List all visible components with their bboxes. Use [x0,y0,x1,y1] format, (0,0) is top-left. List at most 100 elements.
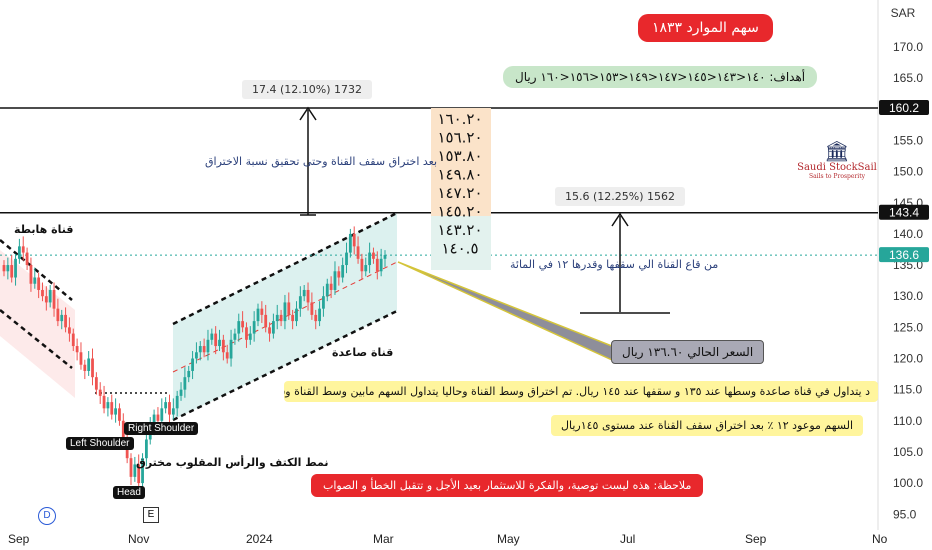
y-tick-label: 155.0 [893,133,923,147]
channel-bottom-note: من قاع القناة الي سقفها وقدرها ١٢ في الم… [510,258,719,271]
currency-label: SAR [890,6,916,20]
head-tag: Head [113,486,145,499]
candle-body [129,458,133,477]
y-tick-label: 140.0 [893,227,923,241]
target-value: ١٤٠.٥ [442,240,479,258]
logo: 🏛 Saudi StockSail Sails to Prosperity [796,140,878,180]
desc-channel-fill [0,250,75,398]
e-marker[interactable]: E [143,507,159,523]
candle-body [298,296,302,309]
ascending-channel-label: قناة صاعدة [332,346,394,359]
disclaimer-box: ملاحظة: هذه ليست توصية، والفكرة للاستثما… [311,474,704,497]
y-tick-label: 125.0 [893,320,923,334]
target-box: السهم موعود ١٢ ٪ بعد اختراق سقف القناة ع… [551,415,864,436]
candle-body [256,308,260,322]
x-tick-label: 2024 [246,532,273,546]
candle-body [241,321,245,328]
y-tick-label: 115.0 [893,383,922,397]
x-tick-label: Sep [8,532,30,546]
right-shoulder-tag: Right Shoulder [124,422,199,435]
asc-channel-mid [172,261,398,373]
candle-body [87,358,91,371]
y-tick-label: 150.0 [893,165,923,179]
candle-body [102,395,106,409]
x-tick-label: Mar [373,532,394,546]
candle-body [106,402,110,409]
candle-body [360,258,364,272]
candle-body [348,233,352,253]
target-value: ١٤٥.٢٠ [437,203,482,221]
target-column-lower [431,216,491,270]
candle-body [37,277,41,290]
candle-body [383,255,387,259]
targets-badge: أهداف: ١٤٠<١٤٣<١٤٥<١٤٧<١٤٩<١٥٣<١٥٦<١٦٠ ر… [503,66,818,88]
candle-body [318,308,321,322]
candle-body [21,246,25,253]
logo-text: Saudi StockSail [797,162,877,173]
candle-body [206,339,210,353]
candle-body [171,408,175,415]
candle-body [275,314,279,322]
candle-body [260,308,264,315]
candle-body [98,389,102,396]
candle-body [168,402,171,415]
d-marker[interactable]: D [38,507,56,525]
candle-body [214,333,218,347]
candle-body [310,302,314,315]
y-tick-label: 110.0 [893,414,922,428]
level-label: 160.2 [889,101,919,115]
candle-body [118,408,121,421]
price-callout-pointer [397,261,613,362]
current-price-box: السعر الحالي ١٣٦.٦٠ ريال [611,340,765,364]
candle-body [33,277,37,284]
candle-body [379,258,383,272]
asc-channel-bottom [172,309,398,422]
candle-body [368,252,372,266]
candle-body [6,265,10,272]
candle-body [68,327,71,334]
left-shoulder-tag: Left Shoulder [66,437,134,450]
candle-body [302,289,306,297]
target-value: ١٤٧.٢٠ [437,184,482,202]
candle-body [164,402,168,409]
candle-body [248,333,252,340]
candle-body [25,252,29,266]
candle-body [225,352,229,359]
candle-body [179,389,183,396]
x-tick-label: Nov [128,532,149,546]
candle-body [2,265,6,272]
target-value: ١٤٩.٨٠ [437,166,482,184]
candle-body [268,327,271,334]
description-box: د يتداول في قناة صاعدة وسطها عند ١٣٥ و س… [284,381,878,402]
candle-body [110,402,114,415]
candle-body [218,339,221,347]
level-label-bg [879,204,929,220]
candle-body [329,283,333,290]
candle-body [356,246,360,259]
candle-body [364,265,368,272]
candle-body [233,333,237,340]
candle-body [229,339,233,359]
candle-body [144,439,148,459]
y-tick-label: 105.0 [893,445,923,459]
candle-body [137,464,141,484]
target-value: ١٥٦.٢٠ [437,129,482,147]
candle-body [14,258,17,278]
candle-body [94,377,98,390]
measure-upper-label: 17.4 (12.10%) 1732 [242,80,373,99]
candle-body [79,352,83,365]
candle-body [71,333,75,347]
last-price-label-bg [879,247,929,263]
candle-body [245,327,248,340]
lower-arrow-head [611,212,629,227]
y-tick-label: 130.0 [893,289,923,303]
y-tick-label: 100.0 [893,476,923,490]
candle-body [187,370,191,378]
candle-body [237,321,241,334]
x-tick-label: Jul [620,532,635,546]
pattern-label: نمط الكتف والرأس المقلوب مخترق [136,456,329,469]
title-badge: سهم الموارد ١٨٣٣ [638,14,773,42]
x-tick-label: May [497,532,520,546]
candle-body [160,408,164,421]
candle-body [75,346,79,353]
